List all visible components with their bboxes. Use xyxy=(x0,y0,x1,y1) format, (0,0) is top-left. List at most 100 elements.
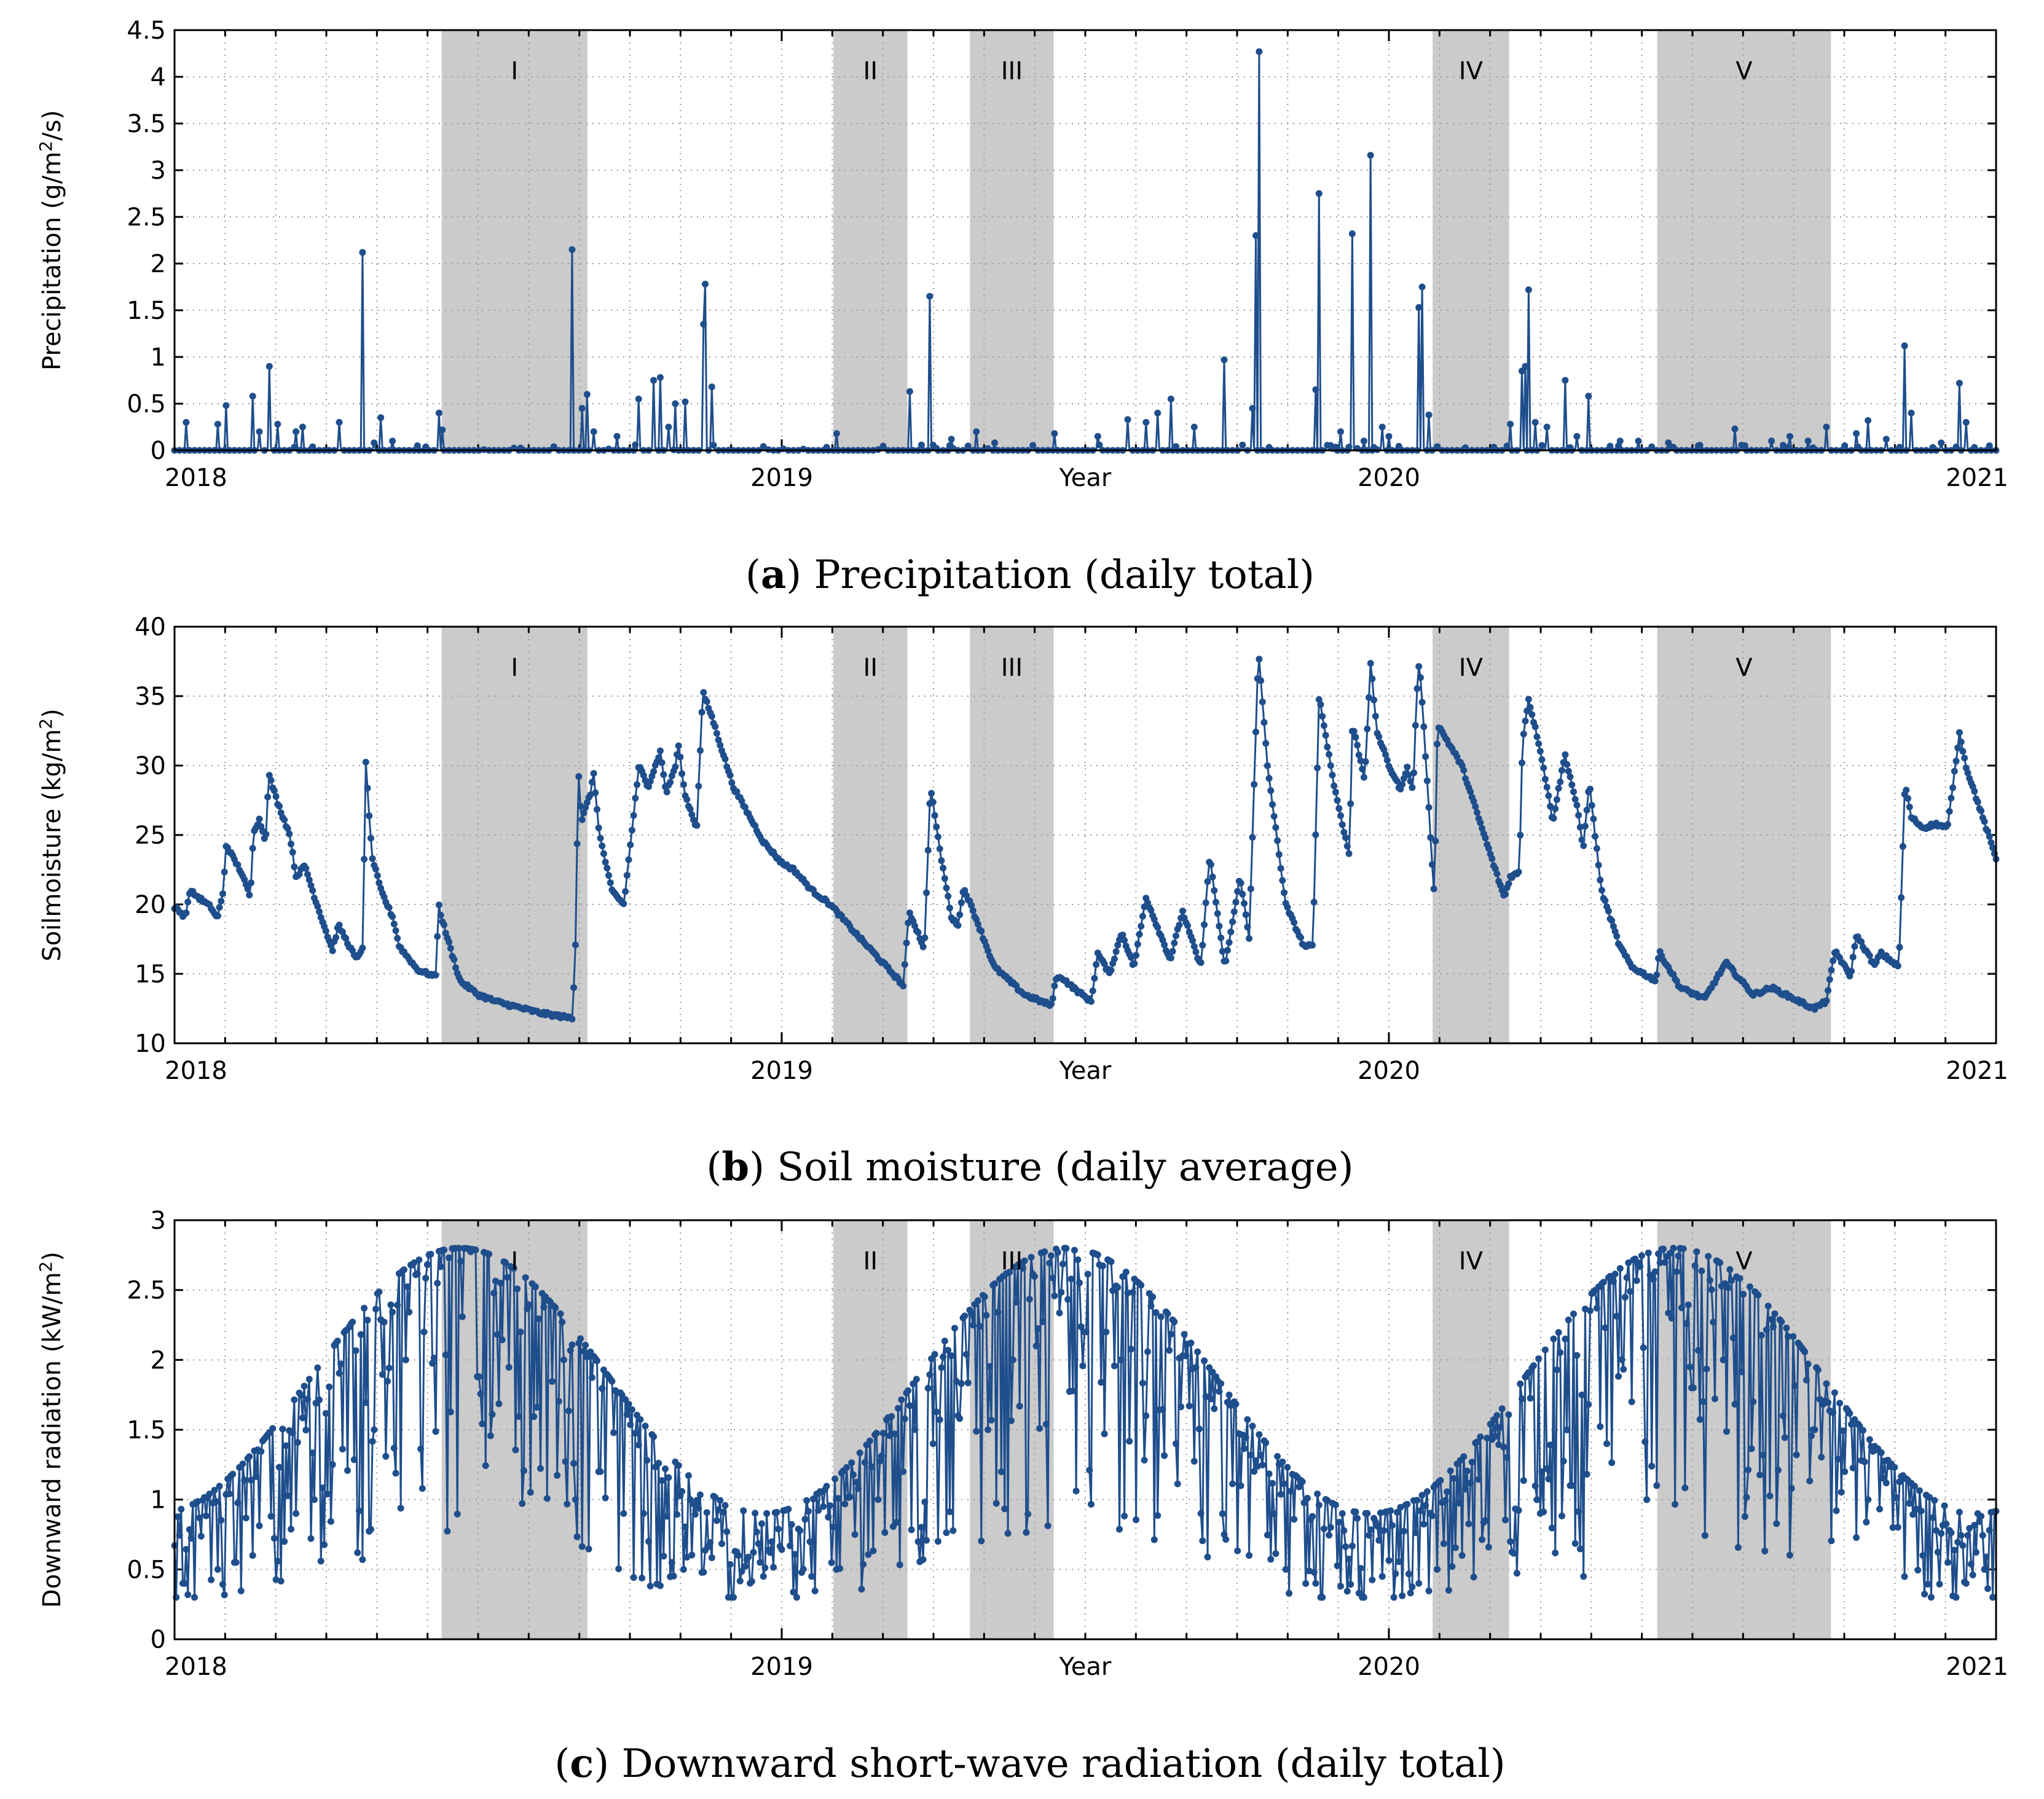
data-point xyxy=(1269,801,1276,808)
y-tick-label: 3.5 xyxy=(127,110,166,138)
data-point xyxy=(1142,418,1150,426)
data-point xyxy=(309,1449,316,1457)
data-point xyxy=(787,1542,793,1550)
data-point xyxy=(219,1581,226,1588)
data-point xyxy=(968,902,975,909)
data-point xyxy=(1282,1566,1289,1573)
data-point xyxy=(1404,763,1411,770)
data-point xyxy=(1192,1364,1200,1371)
data-point xyxy=(913,1376,920,1383)
data-point xyxy=(1911,1483,1918,1490)
data-point xyxy=(570,1460,578,1467)
data-point xyxy=(1541,1346,1549,1354)
data-point xyxy=(1914,1567,1922,1574)
data-point xyxy=(1360,437,1367,445)
data-point xyxy=(214,912,221,920)
data-point xyxy=(936,845,943,852)
data-point xyxy=(1528,711,1536,718)
data-point xyxy=(808,1573,816,1580)
data-point xyxy=(1225,1391,1233,1398)
data-point xyxy=(1703,1365,1710,1373)
data-point xyxy=(515,1413,522,1420)
data-point xyxy=(1866,952,1873,959)
data-point xyxy=(321,1541,328,1548)
data-point xyxy=(234,1499,242,1507)
data-point xyxy=(316,1396,323,1403)
data-point xyxy=(1566,773,1574,780)
data-point xyxy=(550,443,557,450)
data-point xyxy=(1814,1366,1822,1374)
data-point xyxy=(1219,1510,1226,1518)
data-point xyxy=(1201,921,1208,928)
data-point xyxy=(1281,889,1287,896)
data-point xyxy=(1527,704,1534,711)
data-point xyxy=(1427,834,1434,841)
data-point xyxy=(1691,1262,1699,1269)
data-point xyxy=(1962,418,1970,426)
data-point xyxy=(1216,1388,1223,1395)
data-point xyxy=(991,1280,998,1287)
data-point xyxy=(898,1396,905,1403)
data-point xyxy=(1380,1527,1388,1534)
data-point xyxy=(921,934,929,941)
data-point xyxy=(1204,1553,1211,1561)
data-point xyxy=(678,1487,686,1495)
data-point xyxy=(1440,1540,1447,1547)
data-point xyxy=(825,1513,832,1521)
data-point xyxy=(1277,864,1284,872)
data-point xyxy=(1460,1453,1468,1460)
data-point xyxy=(349,1319,356,1326)
data-point xyxy=(800,1566,807,1573)
data-point xyxy=(1938,1530,1945,1537)
data-point xyxy=(1142,1412,1150,1419)
data-point xyxy=(487,1432,494,1440)
data-point xyxy=(1026,1296,1033,1303)
data-point xyxy=(1865,417,1872,424)
data-point xyxy=(1176,922,1183,929)
data-point xyxy=(213,1498,220,1505)
data-point xyxy=(728,779,736,786)
data-point xyxy=(1583,1471,1590,1478)
data-point xyxy=(439,426,446,434)
data-point xyxy=(554,1472,561,1479)
data-point xyxy=(289,1429,296,1436)
data-point xyxy=(1159,1406,1166,1413)
data-point xyxy=(1903,786,1910,794)
data-point xyxy=(1593,845,1600,852)
data-point xyxy=(339,1446,346,1452)
data-point xyxy=(309,887,316,894)
data-point xyxy=(1943,1520,1950,1527)
data-point xyxy=(1951,767,1958,775)
data-point xyxy=(1319,713,1326,720)
data-point xyxy=(1185,1402,1193,1409)
data-point xyxy=(1345,1555,1353,1562)
period-V-shade xyxy=(1657,30,1831,450)
data-point xyxy=(1190,1457,1198,1465)
data-point xyxy=(578,816,586,823)
data-point xyxy=(1936,1580,1943,1588)
data-point xyxy=(1894,1524,1901,1531)
data-point xyxy=(1354,742,1361,749)
data-point xyxy=(1866,1436,1873,1443)
data-point xyxy=(625,856,632,863)
data-point xyxy=(1485,1543,1492,1551)
y-tick-label: 2.5 xyxy=(127,1277,166,1305)
data-point xyxy=(310,1496,318,1503)
data-point xyxy=(379,1371,386,1378)
data-point xyxy=(1846,1410,1853,1417)
data-point xyxy=(1573,433,1581,440)
data-point xyxy=(1269,1480,1276,1487)
data-point xyxy=(490,1290,498,1297)
data-point xyxy=(1841,1468,1849,1475)
data-point xyxy=(503,1274,511,1281)
data-point xyxy=(1728,1277,1735,1284)
data-point xyxy=(948,436,955,443)
data-point xyxy=(1853,1534,1860,1541)
data-point xyxy=(867,1437,873,1444)
data-point xyxy=(1110,1362,1118,1370)
data-point xyxy=(1908,409,1915,417)
data-point xyxy=(1838,1489,1845,1496)
data-point xyxy=(1701,1532,1708,1539)
period-II-label: II xyxy=(863,57,878,85)
data-point xyxy=(1976,1518,1983,1525)
